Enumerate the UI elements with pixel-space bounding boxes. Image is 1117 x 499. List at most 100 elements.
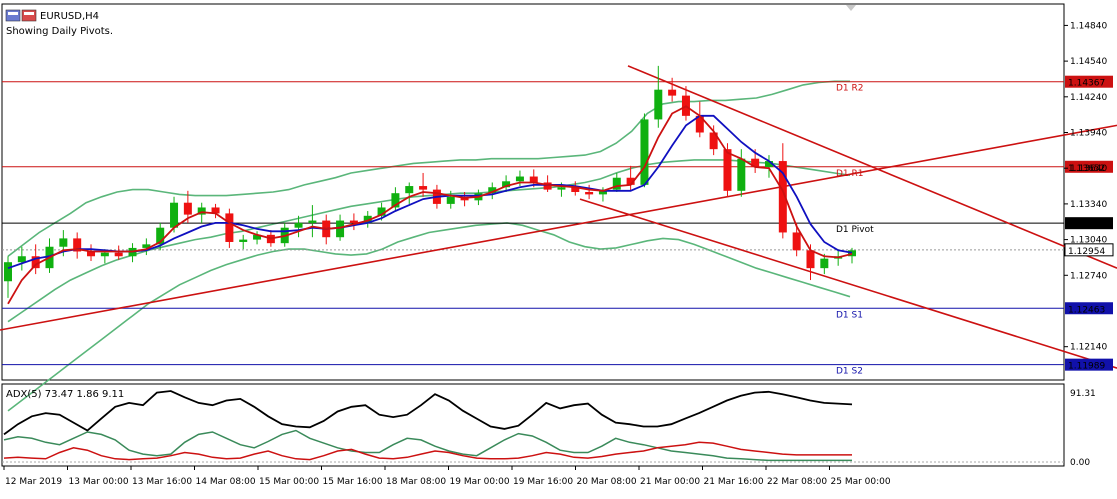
time-tick-label: 22 Mar 08:00 [767,477,827,487]
pivot-price-tag-text: 1.14367 [1068,79,1105,89]
candle [363,211,372,228]
pivot-label: D1 S1 [836,310,863,320]
candle-body [764,161,773,168]
time-tick-label: 19 Mar 00:00 [450,477,510,487]
time-axis[interactable]: 12 Mar 2019 13 Mar 00:00 13 Mar 16:00 14 Ma… [3,466,891,487]
candle-body [515,176,524,182]
candle [820,253,829,275]
trendline[interactable] [579,198,1117,369]
candle-body [585,192,594,195]
price-tick-label: 1.13940 [1070,129,1107,139]
candle [142,238,151,256]
time-tick-label: 21 Mar 16:00 [704,477,764,487]
scroll-shift-marker-icon[interactable] [846,5,856,11]
candle-body [253,234,262,240]
pivot-label: D1 S2 [836,367,863,377]
candle-body [197,207,206,215]
candle-body [377,207,386,216]
candle [626,165,635,191]
candle [502,175,511,192]
candle [4,256,12,298]
pivot-label: D1 R2 [836,84,864,94]
candle [543,175,552,192]
candle-body [225,213,234,242]
candle-body [211,207,220,214]
candle-body [142,244,151,248]
candle [294,215,303,238]
pivot-label: D1 Pivot [836,225,874,235]
time-tick-label: 19 Mar 16:00 [513,477,573,487]
moving-averages [7,105,853,305]
price-axis[interactable]: 1.14367 1.13652 1.13178 1.12463 1.11989 1.129… [1064,21,1114,372]
candle-body [419,186,428,190]
candle-body [626,177,635,185]
candle [405,182,414,204]
candle-body [488,187,497,194]
time-tick-label: 13 Mar 00:00 [69,477,129,487]
trendline[interactable] [627,65,1117,269]
price-tick-label: 1.12740 [1070,271,1107,281]
pivot-price-tag-text: 1.13178 [1068,220,1105,230]
price-tick-label: 1.12140 [1070,343,1107,353]
adx-plot-area[interactable] [1,383,1065,467]
header: EURUSD,H4 Showing Daily Pivots. [5,5,856,37]
indicator-window-icon[interactable] [21,9,37,22]
candle [515,170,524,187]
candle-body [183,202,192,215]
price-tick-label: 1.13040 [1070,236,1107,246]
candle [253,231,262,245]
candle-body [723,149,732,191]
candle-body [751,158,760,168]
candle [488,182,497,200]
candle [349,213,358,231]
candle [239,234,248,250]
ma-fast-line [7,105,853,305]
price-tick-label: 1.13340 [1070,200,1107,210]
candle [571,181,580,196]
time-tick-label: 12 Mar 2019 [5,477,62,487]
candle-body [170,202,179,228]
pivots-subtitle: Showing Daily Pivots. [6,26,113,37]
time-tick-label: 13 Mar 16:00 [132,477,192,487]
candle-body [737,158,746,191]
candle-body [59,238,68,247]
candle-body [114,252,123,257]
time-tick-label: 15 Mar 00:00 [259,477,319,487]
candle-body [654,89,663,120]
time-tick-label: 14 Mar 08:00 [196,477,256,487]
indicator-window-icon-bar [24,12,34,15]
symbol-label: EURUSD,H4 [40,11,99,22]
price-tick-label: 1.14540 [1070,57,1107,67]
candle [612,172,621,192]
trendlines[interactable] [0,65,1117,369]
candle-body [31,256,40,269]
adx-scale-top: 91.31 [1070,389,1096,399]
main-plot-area[interactable] [1,3,1065,381]
price-tick-label: 1.13640 [1070,164,1107,174]
adx-plus-di-line [3,429,852,462]
band-lower-line [7,222,851,412]
chart-window-icon-bar [8,12,18,15]
adx-subwindow [2,390,1064,463]
pivot-price-tag [1065,302,1113,315]
candle [87,244,96,262]
chart-window-icon[interactable] [5,9,21,22]
candle-body [156,227,165,245]
candle [585,184,594,200]
candle-body [848,250,856,257]
price-tick-label: 1.14840 [1070,21,1107,31]
candle [225,208,234,248]
trendline[interactable] [0,124,1117,331]
ma-slow-line [7,114,853,270]
candle-body [598,189,607,195]
pivot-price-tag-text: 1.12463 [1068,305,1105,315]
candle [308,205,317,238]
candle-body [806,250,815,269]
candle [598,187,607,202]
time-tick-label: 25 Mar 00:00 [831,477,891,487]
candle-body [73,238,82,252]
candle-body [820,258,829,269]
candle-body [294,222,303,228]
